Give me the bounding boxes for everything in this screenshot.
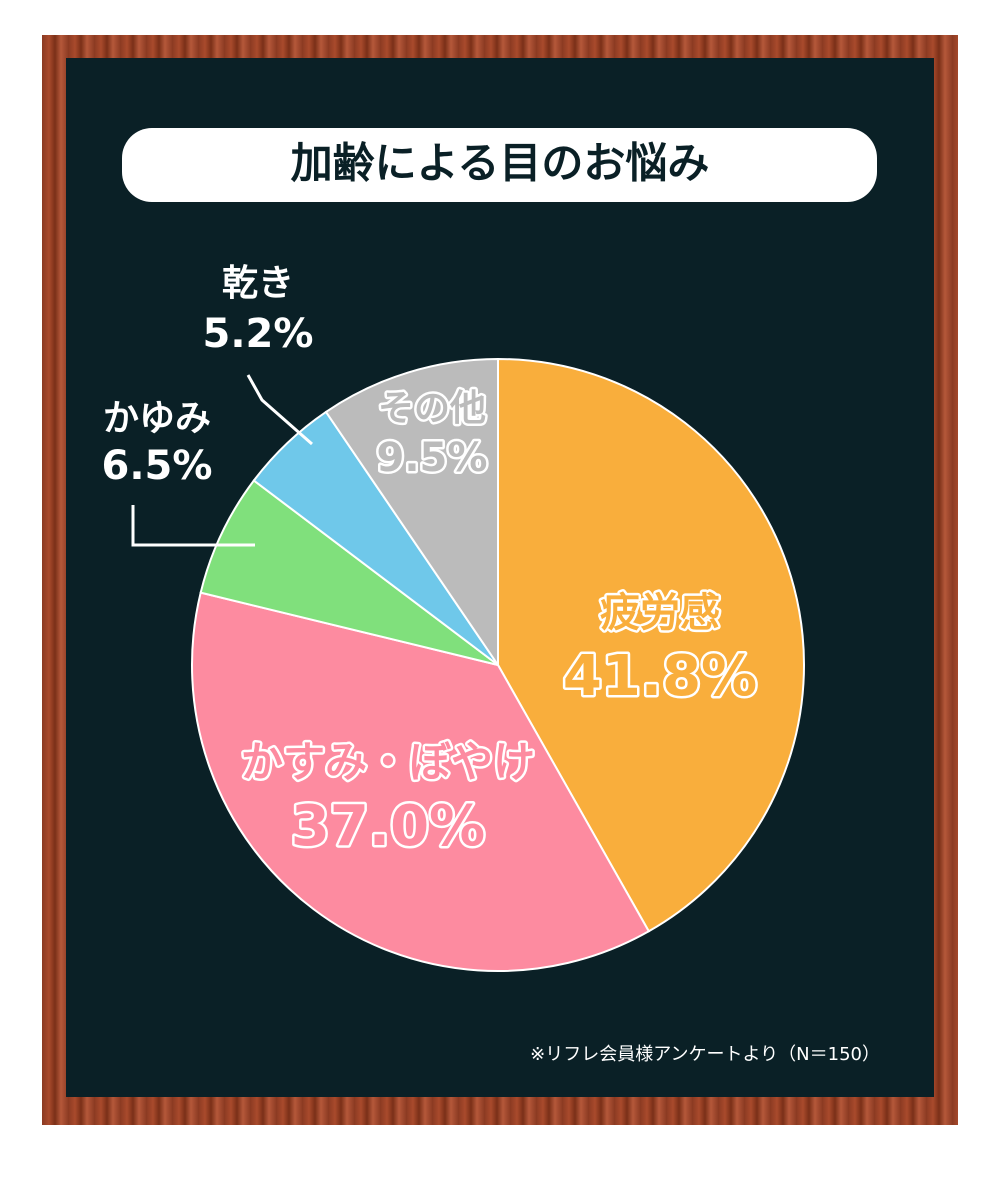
slice-value: 37.0% <box>291 794 485 859</box>
slice-name: その他 <box>378 388 486 429</box>
slice-value: 41.8% <box>563 644 757 709</box>
pie-slice <box>497 357 805 933</box>
pie-slice <box>324 357 499 669</box>
pie-slice <box>199 479 499 666</box>
pie <box>191 357 805 972</box>
slice-name: かゆみ <box>103 398 211 439</box>
footnote: ※リフレ会員様アンケートより（N＝150） <box>530 1044 880 1065</box>
slice-value: 6.5% <box>102 443 213 489</box>
slice-name: 疲労感 <box>600 590 720 636</box>
leader-line <box>246 374 313 446</box>
leader-line <box>131 505 255 547</box>
slice-value: 9.5% <box>377 435 488 481</box>
slice-value: 5.2% <box>203 311 314 357</box>
slice-name: 乾き <box>222 263 294 304</box>
chart-title: 加齢による目のお悩み <box>291 139 710 188</box>
title-pill <box>122 128 877 202</box>
slice-name: かすみ・ぼやけ <box>241 738 535 787</box>
pie-slice <box>191 591 651 972</box>
